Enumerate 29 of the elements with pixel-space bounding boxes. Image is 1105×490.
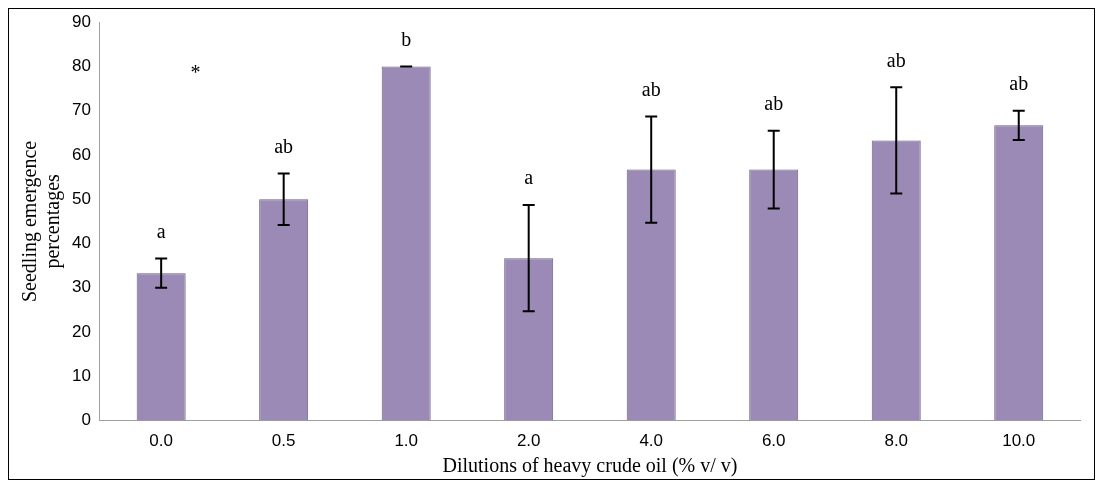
y-tick-label: 90: [71, 11, 91, 31]
y-tick-label: 0: [81, 410, 91, 430]
annotation: a: [524, 166, 534, 189]
x-tick-label: 0.0: [149, 431, 173, 451]
y-axis-title: Seedling emergence percentages: [17, 140, 64, 303]
x-tick-label: 10.0: [1002, 431, 1036, 451]
x-tick-label: 8.0: [884, 431, 909, 451]
y-tick-label: 10: [71, 366, 91, 386]
x-tick-label: 1.0: [394, 431, 419, 451]
annotation: a: [156, 219, 166, 242]
annotation: ab: [1009, 71, 1029, 94]
y-tick-label: 60: [71, 144, 91, 164]
annotation: ab: [764, 91, 784, 114]
annotation: ab: [274, 134, 294, 157]
y-tick-label: 80: [71, 56, 91, 76]
y-tick-label: 30: [71, 277, 91, 297]
x-axis-title: Dilutions of heavy crude oil (% v/ v): [442, 454, 738, 478]
annotation: ab: [886, 48, 906, 71]
annotation: b: [401, 27, 412, 50]
y-tick-label: 40: [71, 233, 91, 253]
y-tick-label: 20: [71, 321, 91, 341]
y-tick-label: 50: [71, 188, 91, 208]
x-tick-label: 2.0: [516, 431, 541, 451]
x-tick-label: 0.5: [271, 431, 296, 451]
annotation: *: [190, 61, 201, 84]
y-tick-label: 70: [71, 100, 91, 120]
x-tick-label: 6.0: [761, 431, 786, 451]
annotation: ab: [641, 77, 661, 100]
x-tick-label: 4.0: [639, 431, 664, 451]
